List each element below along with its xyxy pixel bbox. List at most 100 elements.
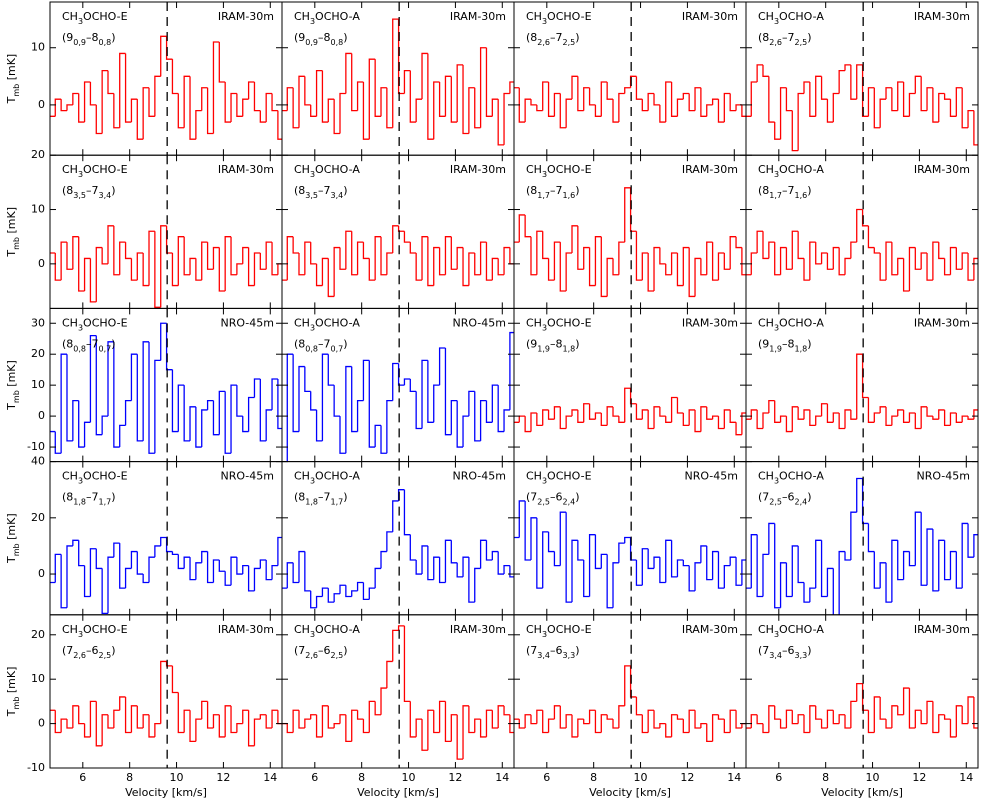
spectrum-step	[542, 710, 549, 734]
spectrum-step	[107, 70, 114, 95]
spectrum-step	[224, 391, 232, 454]
spectrum-step	[774, 242, 781, 276]
transition-label-part: 3,4	[537, 651, 550, 660]
panel	[50, 536, 282, 615]
spectrum-step	[949, 550, 957, 580]
spectrum-step	[224, 236, 232, 292]
spectrum-step	[665, 723, 672, 738]
spectrum-step	[750, 252, 758, 275]
spectrum-step	[78, 236, 85, 292]
spectrum-step	[89, 258, 97, 303]
spectrum-step	[195, 258, 202, 281]
spectrum-step	[641, 714, 649, 734]
spectrum-step	[201, 87, 208, 111]
spectrum-step	[711, 242, 719, 281]
spectrum-step	[89, 334, 97, 423]
spectrum-step	[247, 247, 255, 287]
transition-label: (83,5–73,4)	[62, 184, 116, 200]
transition-label: (81,8–71,7)	[62, 491, 116, 507]
spectrum-step	[242, 564, 249, 575]
spectrum-step	[339, 584, 346, 594]
spectrum-step	[791, 545, 799, 597]
spectrum-step	[142, 341, 150, 441]
spectrum-step	[450, 540, 458, 564]
spectrum-step	[327, 705, 335, 729]
spectrum-step	[433, 556, 440, 580]
spectrum-step	[212, 714, 220, 729]
spectrum-step	[594, 236, 602, 286]
spectrum-step	[676, 252, 684, 287]
spectrum-step	[351, 709, 358, 742]
spectrum-step	[450, 714, 458, 742]
spectrum-step	[653, 93, 660, 106]
spectrum-step	[171, 551, 179, 556]
spectrum-step	[920, 252, 928, 270]
panel	[746, 477, 978, 615]
spectrum-step	[72, 236, 79, 270]
y-axis-label-part: [mK]	[5, 360, 18, 390]
spectrum-step	[559, 242, 567, 292]
spectrum-step	[286, 723, 294, 734]
transition-label-part: –7	[318, 184, 331, 197]
spectrum-step	[247, 710, 255, 747]
spectrum-step	[201, 700, 208, 720]
transition-label: (72,5–62,4)	[526, 491, 580, 507]
spectrum-step	[826, 252, 834, 270]
spectrum-step	[518, 415, 526, 423]
spectrum-step	[729, 236, 737, 270]
telescope-label: IRAM-30m	[914, 623, 970, 636]
panel-frame	[513, 307, 747, 463]
transition-label-part: )	[807, 644, 811, 657]
spectrum-step	[902, 82, 910, 117]
spectrum-step	[606, 714, 614, 720]
spectrum-step	[60, 718, 67, 733]
spectrum-step	[427, 53, 434, 140]
spectrum-step	[902, 409, 910, 423]
spectrum-step	[386, 399, 393, 454]
spectrum-step	[421, 719, 428, 751]
x-tick-label: 10	[866, 771, 880, 784]
transition-label-part: (7	[758, 491, 769, 504]
spectrum-step	[485, 47, 493, 117]
transition-label-part: 0,7	[99, 344, 112, 353]
x-tick-label: 14	[263, 771, 277, 784]
spectrum-step	[908, 551, 916, 567]
spectrum-step	[456, 64, 464, 123]
spectrum-step	[327, 98, 335, 123]
spectrum-step	[304, 366, 311, 392]
spectrum-step	[333, 385, 340, 417]
molecule-label: CH3OCHO-E	[62, 10, 128, 26]
spectrum-step	[600, 413, 608, 427]
spectrum-step	[236, 263, 243, 275]
transition-label-part: (8	[62, 337, 73, 350]
spectrum-step	[768, 241, 775, 259]
spectrum-step	[206, 701, 214, 729]
spectrum-step	[902, 687, 910, 715]
spectrum-step	[588, 403, 596, 420]
spectrum-step	[503, 409, 510, 432]
transition-label-part: –8	[86, 31, 99, 44]
spectrum-step	[345, 585, 352, 598]
spectrum-step	[298, 710, 305, 729]
transition-label-part: 0,7	[331, 344, 344, 353]
spectrum-step	[212, 246, 220, 270]
spectrum-step	[542, 231, 549, 260]
spectrum-step	[547, 82, 555, 117]
spectrum-step	[665, 416, 672, 423]
spectrum-step	[779, 246, 787, 275]
transition-label-part: 2,5	[99, 651, 112, 660]
spectrum-step	[600, 714, 608, 733]
spectrum-step	[206, 242, 214, 270]
y-axis-label-part: [mK]	[5, 513, 18, 543]
spectrum-step	[130, 550, 138, 569]
spectrum-step	[577, 718, 584, 737]
molecule-label-part: OCHO-A	[779, 163, 824, 176]
spectrum-step	[879, 696, 887, 720]
spectrum-step	[509, 247, 514, 265]
x-tick-label: 8	[126, 771, 133, 784]
spectrum-step	[542, 81, 549, 111]
spectrum-step	[113, 93, 120, 129]
spectrum-step	[536, 517, 543, 589]
transition-label: (90,9–80,8)	[294, 31, 348, 47]
